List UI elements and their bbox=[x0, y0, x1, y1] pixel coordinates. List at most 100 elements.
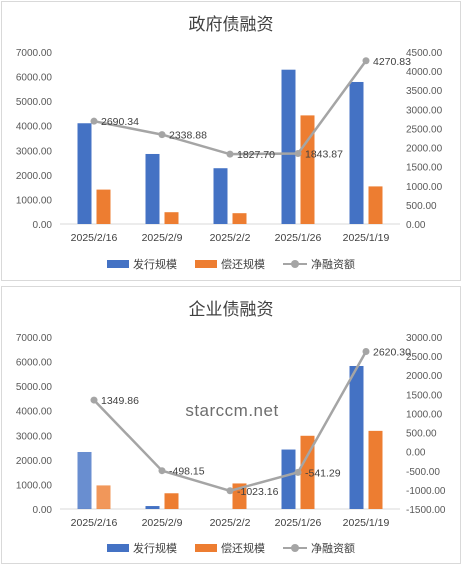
chart-legend: 发行规模 偿还规模 净融资额 bbox=[2, 256, 460, 272]
bar-repayment bbox=[96, 189, 111, 224]
y-right-tick-label: 500.00 bbox=[406, 201, 437, 212]
data-label-net-financing: 1349.86 bbox=[101, 395, 139, 407]
y-left-tick-label: 7000.00 bbox=[16, 48, 53, 59]
legend-label: 净融资额 bbox=[311, 259, 355, 271]
bar-repayment bbox=[164, 493, 179, 509]
y-right-tick-label: 2000.00 bbox=[406, 371, 443, 382]
y-left-tick-label: 1000.00 bbox=[16, 480, 53, 491]
legend-swatch-repayment bbox=[195, 260, 217, 268]
x-tick-label: 2025/2/2 bbox=[210, 232, 251, 244]
y-left-tick-label: 0.00 bbox=[33, 220, 53, 231]
bar-issuance bbox=[281, 449, 296, 509]
data-label-net-financing: 4270.83 bbox=[373, 56, 411, 68]
y-right-tick-label: 1500.00 bbox=[406, 163, 443, 174]
data-label-net-financing: 2338.88 bbox=[169, 130, 207, 142]
legend-label: 偿还规模 bbox=[221, 543, 265, 555]
legend-label: 发行规模 bbox=[133, 543, 177, 555]
data-label-net-financing: -541.29 bbox=[305, 467, 341, 479]
chart-panel-government: 政府债融资 0.00 1000.00 2000.00 3000.00 4000.00 50… bbox=[1, 1, 461, 281]
legend-label: 偿还规模 bbox=[221, 259, 265, 271]
y-right-tick-label: 500.00 bbox=[406, 429, 437, 440]
chart-plot-corporate: 0.00 1000.00 2000.00 3000.00 4000.00 5000.00 6… bbox=[16, 333, 446, 529]
point-net-financing bbox=[362, 348, 370, 356]
y-left-tick-label: 7000.00 bbox=[16, 333, 53, 344]
data-label-net-financing: 2620.30 bbox=[373, 347, 411, 359]
data-label-net-financing: 1843.87 bbox=[305, 149, 343, 161]
bar-issuance bbox=[145, 506, 160, 509]
data-label-net-financing: 1827.70 bbox=[237, 149, 275, 161]
bar-issuance bbox=[77, 123, 92, 224]
y-right-tick-label: 2000.00 bbox=[406, 144, 443, 155]
chart-legend: 发行规模 偿还规模 净融资额 bbox=[2, 540, 460, 556]
y-right-tick-label: 2500.00 bbox=[406, 352, 443, 363]
x-tick-label: 2025/2/9 bbox=[142, 517, 183, 529]
point-net-financing bbox=[362, 57, 370, 65]
chart-title: 企业债融资 bbox=[188, 300, 274, 319]
x-tick-label: 2025/1/26 bbox=[275, 517, 322, 529]
legend-item-issuance: 发行规模 bbox=[107, 540, 177, 556]
y-left-tick-label: 5000.00 bbox=[16, 97, 53, 108]
y-right-tick-label: 1000.00 bbox=[406, 182, 443, 193]
point-net-financing bbox=[158, 131, 166, 139]
legend-item-net-financing: 净融资额 bbox=[283, 540, 355, 556]
y-left-tick-label: 4000.00 bbox=[16, 407, 53, 418]
legend-item-net-financing: 净融资额 bbox=[283, 256, 355, 272]
bar-repayment bbox=[368, 186, 383, 224]
y-right-tick-label: 3500.00 bbox=[406, 86, 443, 97]
y-right-tick-label: 4000.00 bbox=[406, 67, 443, 78]
point-net-financing bbox=[294, 468, 302, 476]
y-left-tick-label: 1000.00 bbox=[16, 195, 53, 206]
y-right-tick-label: 0.00 bbox=[406, 220, 426, 231]
chart-plot-government: 0.00 1000.00 2000.00 3000.00 4000.00 5000.00 6… bbox=[16, 48, 443, 244]
legend-swatch-net-financing bbox=[283, 260, 307, 268]
x-tick-label: 2025/1/19 bbox=[343, 517, 390, 529]
bar-issuance bbox=[145, 153, 160, 224]
bar-issuance bbox=[213, 168, 228, 224]
bar-repayment bbox=[232, 213, 247, 224]
chart-title: 政府债融资 bbox=[188, 15, 274, 34]
x-tick-label: 2025/1/26 bbox=[275, 232, 322, 244]
legend-label: 净融资额 bbox=[311, 543, 355, 555]
y-right-tick-label: -500.00 bbox=[406, 467, 440, 478]
y-right-tick-label: 0.00 bbox=[406, 448, 426, 459]
y-left-tick-label: 3000.00 bbox=[16, 431, 53, 442]
bar-repayment bbox=[96, 485, 111, 509]
legend-item-repayment: 偿还规模 bbox=[195, 256, 265, 272]
y-right-tick-label: 3000.00 bbox=[406, 105, 443, 116]
bar-repayment bbox=[368, 430, 383, 509]
legend-swatch-issuance bbox=[107, 260, 129, 268]
bar-issuance bbox=[349, 365, 364, 509]
bar-repayment bbox=[164, 212, 179, 224]
legend-label: 发行规模 bbox=[133, 259, 177, 271]
x-tick-label: 2025/2/16 bbox=[71, 517, 118, 529]
legend-item-issuance: 发行规模 bbox=[107, 256, 177, 272]
y-left-tick-label: 2000.00 bbox=[16, 171, 53, 182]
bar-issuance bbox=[281, 69, 296, 224]
x-tick-label: 2025/2/2 bbox=[210, 517, 251, 529]
y-right-tick-label: 3000.00 bbox=[406, 333, 443, 344]
y-left-tick-label: 6000.00 bbox=[16, 358, 53, 369]
x-tick-label: 2025/1/19 bbox=[343, 232, 390, 244]
legend-swatch-net-financing bbox=[283, 544, 307, 552]
y-left-tick-label: 0.00 bbox=[33, 505, 53, 516]
bar-issuance bbox=[349, 81, 364, 224]
point-net-financing bbox=[90, 117, 98, 125]
legend-swatch-repayment bbox=[195, 544, 217, 552]
point-net-financing bbox=[226, 487, 234, 495]
point-net-financing bbox=[158, 467, 166, 475]
y-left-tick-label: 6000.00 bbox=[16, 73, 53, 84]
y-right-tick-label: 1500.00 bbox=[406, 390, 443, 401]
bar-repayment bbox=[300, 435, 315, 509]
data-label-net-financing: 2690.34 bbox=[101, 116, 139, 128]
y-left-tick-label: 3000.00 bbox=[16, 146, 53, 157]
y-left-tick-label: 2000.00 bbox=[16, 456, 53, 467]
data-label-net-financing: -1023.16 bbox=[237, 486, 279, 498]
x-tick-label: 2025/2/9 bbox=[142, 232, 183, 244]
legend-item-repayment: 偿还规模 bbox=[195, 540, 265, 556]
x-tick-label: 2025/2/16 bbox=[71, 232, 118, 244]
y-right-tick-label: -1000.00 bbox=[406, 486, 446, 497]
legend-swatch-issuance bbox=[107, 544, 129, 552]
bar-issuance bbox=[77, 451, 92, 509]
data-label-net-financing: -498.15 bbox=[169, 466, 205, 478]
y-left-tick-label: 5000.00 bbox=[16, 382, 53, 393]
